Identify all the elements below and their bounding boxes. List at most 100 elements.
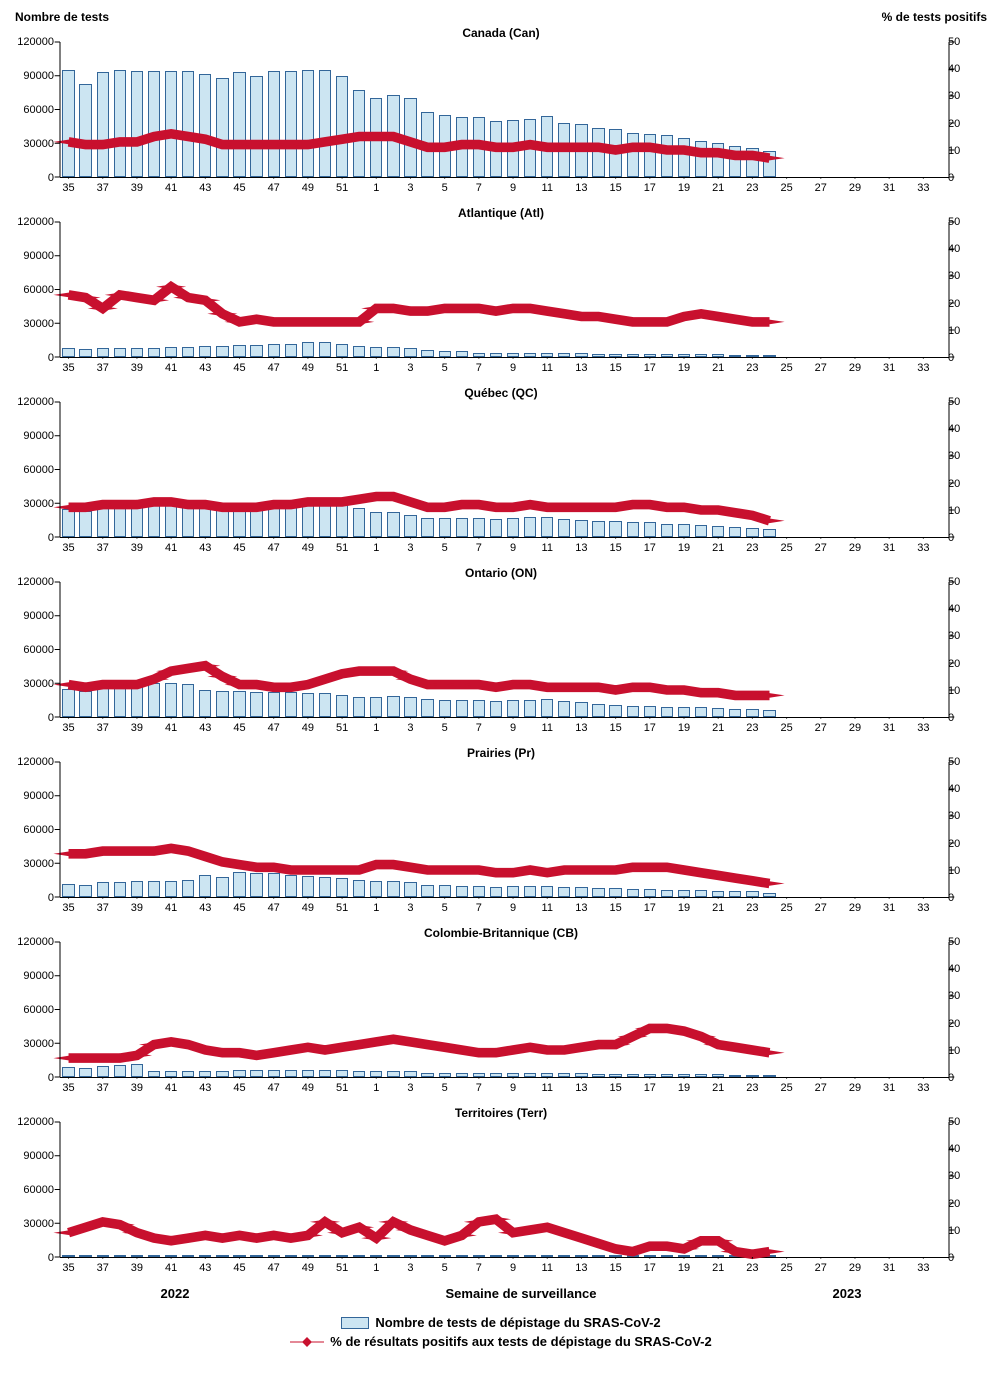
y2-tick: 10 — [948, 325, 960, 337]
y1-tick-labels: 0300006000090000120000 — [15, 222, 57, 358]
line-layer — [60, 1122, 949, 1257]
x-tick: 27 — [815, 362, 827, 374]
x-tick: 35 — [62, 1262, 74, 1274]
y2-tick: 10 — [948, 145, 960, 157]
x-tick: 41 — [165, 542, 177, 554]
panel-title: Canada (Can) — [15, 26, 987, 40]
x-tick: 5 — [442, 1082, 448, 1094]
x-tick: 1 — [373, 722, 379, 734]
x-tick: 33 — [917, 1262, 929, 1274]
x-tick: 23 — [746, 902, 758, 914]
x-tick-labels: 3537394143454749511357911131517192123252… — [60, 360, 949, 378]
x-tick: 23 — [746, 182, 758, 194]
y1-tick: 60000 — [23, 284, 54, 296]
x-tick-labels: 3537394143454749511357911131517192123252… — [60, 180, 949, 198]
x-tick: 13 — [575, 1262, 587, 1274]
x-tick: 25 — [780, 362, 792, 374]
x-tick: 37 — [97, 1082, 109, 1094]
x-tick: 47 — [268, 182, 280, 194]
x-tick: 43 — [199, 542, 211, 554]
x-tick: 13 — [575, 722, 587, 734]
y1-tick-labels: 0300006000090000120000 — [15, 942, 57, 1078]
x-tick: 1 — [373, 902, 379, 914]
x-tick: 13 — [575, 542, 587, 554]
x-tick: 5 — [442, 1262, 448, 1274]
panel-title: Colombie-Britannique (CB) — [15, 926, 987, 940]
x-tick: 7 — [476, 722, 482, 734]
x-tick: 3 — [407, 1082, 413, 1094]
panel-on: Ontario (ON)0300006000090000120000010203… — [15, 566, 987, 738]
x-tick: 9 — [510, 1262, 516, 1274]
x-tick: 47 — [268, 902, 280, 914]
legend-line-swatch — [290, 1336, 324, 1348]
x-tick: 19 — [678, 542, 690, 554]
y1-tick: 120000 — [17, 576, 54, 588]
x-tick: 17 — [644, 902, 656, 914]
y2-tick: 10 — [948, 685, 960, 697]
y1-tick: 90000 — [23, 430, 54, 442]
x-tick: 15 — [610, 1262, 622, 1274]
x-tick: 17 — [644, 722, 656, 734]
y2-tick: 10 — [948, 505, 960, 517]
x-tick: 27 — [815, 182, 827, 194]
x-tick: 21 — [712, 902, 724, 914]
year-2023-label: 2023 — [707, 1286, 987, 1301]
x-tick: 7 — [476, 1262, 482, 1274]
y2-tick-labels: 01020304050 — [945, 42, 987, 178]
x-tick: 37 — [97, 182, 109, 194]
y1-tick: 30000 — [23, 318, 54, 330]
x-tick-labels: 3537394143454749511357911131517192123252… — [60, 540, 949, 558]
percent-line — [69, 1219, 770, 1254]
y2-tick: 10 — [948, 865, 960, 877]
y1-tick: 120000 — [17, 1116, 54, 1128]
x-tick-labels: 3537394143454749511357911131517192123252… — [60, 1260, 949, 1278]
y1-tick: 30000 — [23, 678, 54, 690]
x-tick: 31 — [883, 182, 895, 194]
x-tick: 37 — [97, 722, 109, 734]
x-tick: 21 — [712, 362, 724, 374]
x-tick: 17 — [644, 182, 656, 194]
x-tick-labels: 3537394143454749511357911131517192123252… — [60, 720, 949, 738]
x-tick: 17 — [644, 1082, 656, 1094]
panel-pr: Prairies (Pr)030000600009000012000001020… — [15, 746, 987, 918]
x-tick: 37 — [97, 1262, 109, 1274]
x-tick: 19 — [678, 902, 690, 914]
y1-tick: 0 — [48, 172, 54, 184]
y1-tick: 60000 — [23, 644, 54, 656]
x-tick: 3 — [407, 362, 413, 374]
x-tick: 1 — [373, 182, 379, 194]
x-tick: 41 — [165, 362, 177, 374]
y1-tick: 0 — [48, 712, 54, 724]
x-tick: 23 — [746, 542, 758, 554]
y2-tick-labels: 01020304050 — [945, 402, 987, 538]
x-tick: 33 — [917, 542, 929, 554]
x-tick: 9 — [510, 1082, 516, 1094]
y1-tick: 90000 — [23, 970, 54, 982]
x-tick: 29 — [849, 182, 861, 194]
line-layer — [60, 402, 949, 537]
x-tick: 33 — [917, 1082, 929, 1094]
x-tick: 27 — [815, 902, 827, 914]
x-tick: 3 — [407, 722, 413, 734]
line-layer — [60, 762, 949, 897]
chart-area — [60, 762, 949, 898]
line-layer — [60, 942, 949, 1077]
chart-area — [60, 582, 949, 718]
x-tick: 13 — [575, 362, 587, 374]
x-tick: 35 — [62, 542, 74, 554]
y2-tick: 20 — [948, 478, 960, 490]
x-tick: 5 — [442, 362, 448, 374]
x-tick: 25 — [780, 902, 792, 914]
x-tick: 35 — [62, 1082, 74, 1094]
x-tick: 45 — [233, 542, 245, 554]
x-tick-labels: 3537394143454749511357911131517192123252… — [60, 1080, 949, 1098]
x-tick: 23 — [746, 362, 758, 374]
x-tick: 13 — [575, 902, 587, 914]
x-tick: 3 — [407, 182, 413, 194]
x-tick: 45 — [233, 1262, 245, 1274]
x-tick: 5 — [442, 542, 448, 554]
x-tick: 7 — [476, 542, 482, 554]
x-tick: 49 — [302, 362, 314, 374]
panel-qc: Québec (QC)03000060000900001200000102030… — [15, 386, 987, 558]
x-tick: 15 — [610, 182, 622, 194]
